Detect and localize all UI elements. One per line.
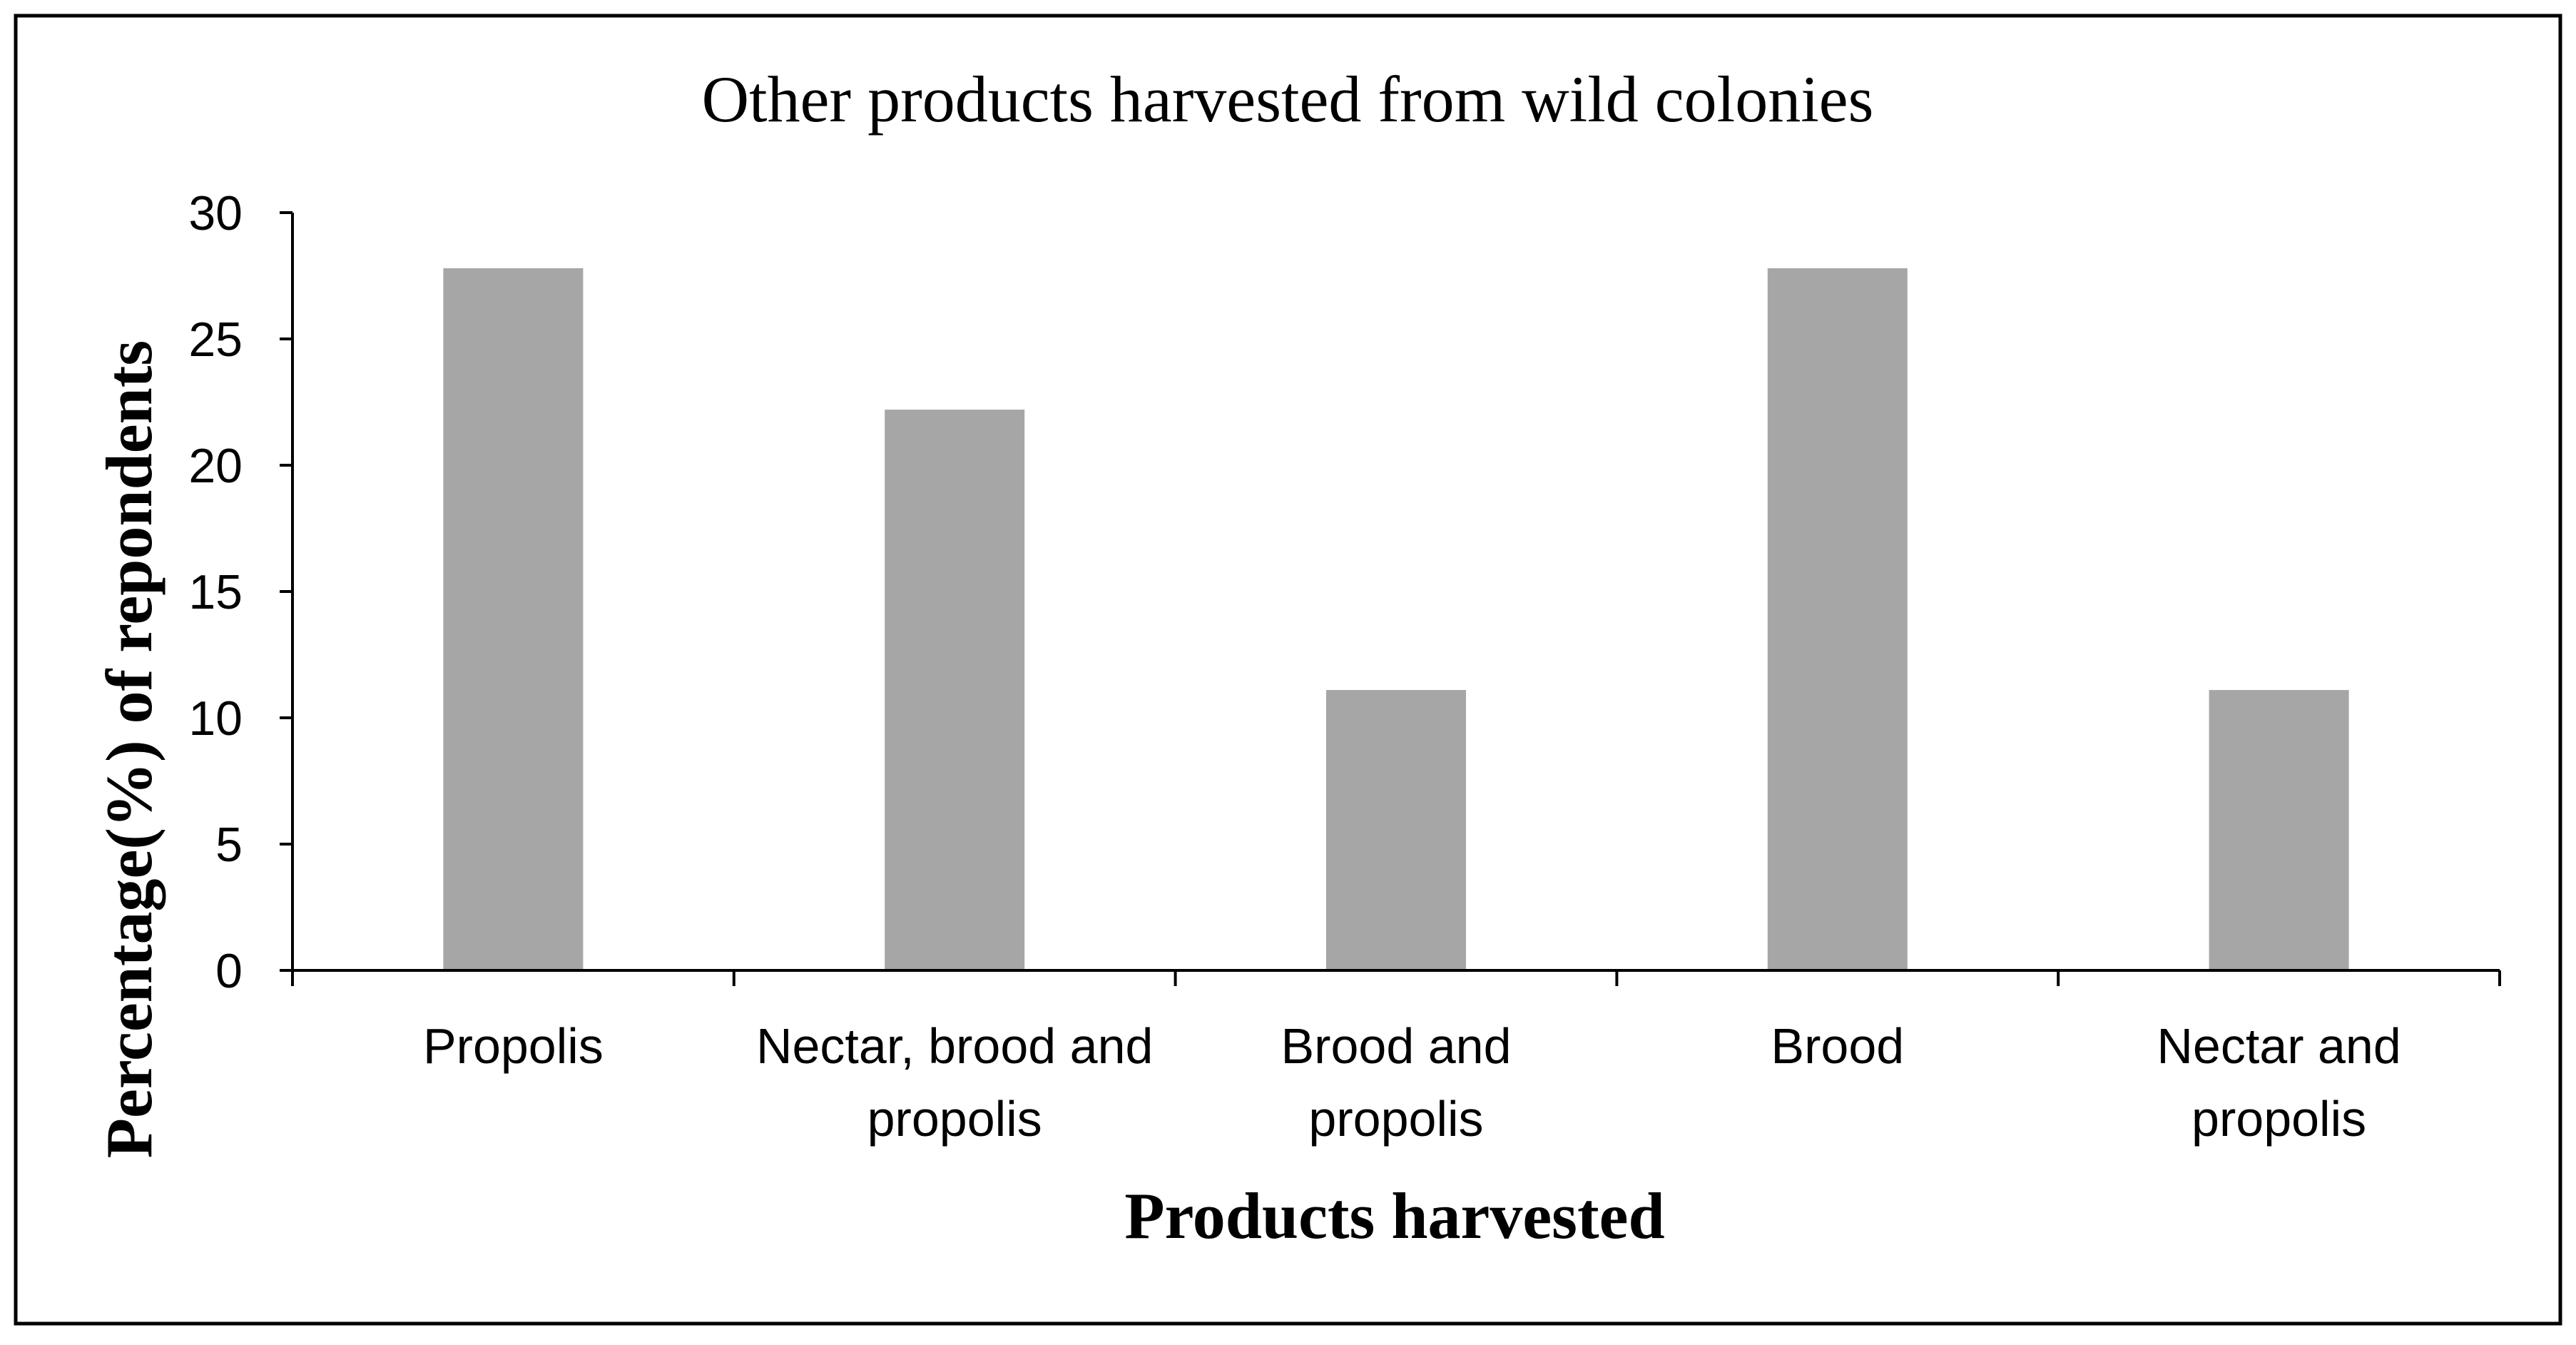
bar [1326,690,1466,970]
bar [1767,268,1908,970]
y-tick-label: 10 [188,691,243,746]
y-axis-ticks: 0 5 10 15 20 25 30 [188,186,292,998]
y-tick-label: 30 [188,186,243,240]
category-labels: Propolis Nectar, brood and propolis Brood a… [423,1018,2401,1147]
y-tick-label: 15 [188,565,243,619]
x-axis-title: Products harvested [1124,1179,1664,1252]
y-tick-label: 5 [215,818,243,872]
y-tick-label: 20 [188,439,243,493]
chart-title: Other products harvested from wild colon… [702,63,1874,136]
category-label: Brood and propolis [1281,1018,1511,1147]
category-label: Propolis [423,1018,604,1074]
bar [2209,690,2349,970]
bars [443,268,2349,970]
x-axis-ticks [291,970,2501,986]
category-label: Nectar, brood and propolis [756,1018,1153,1147]
y-tick-label: 0 [215,944,243,998]
bar [443,268,584,970]
bar [885,410,1025,970]
chart-border [14,14,2562,1326]
category-label: Brood [1771,1018,1904,1074]
y-tick-label: 25 [188,313,243,367]
category-label: Nectar and propolis [2157,1018,2401,1147]
y-axis-title: Percentage(%) of repondents [93,340,166,1158]
